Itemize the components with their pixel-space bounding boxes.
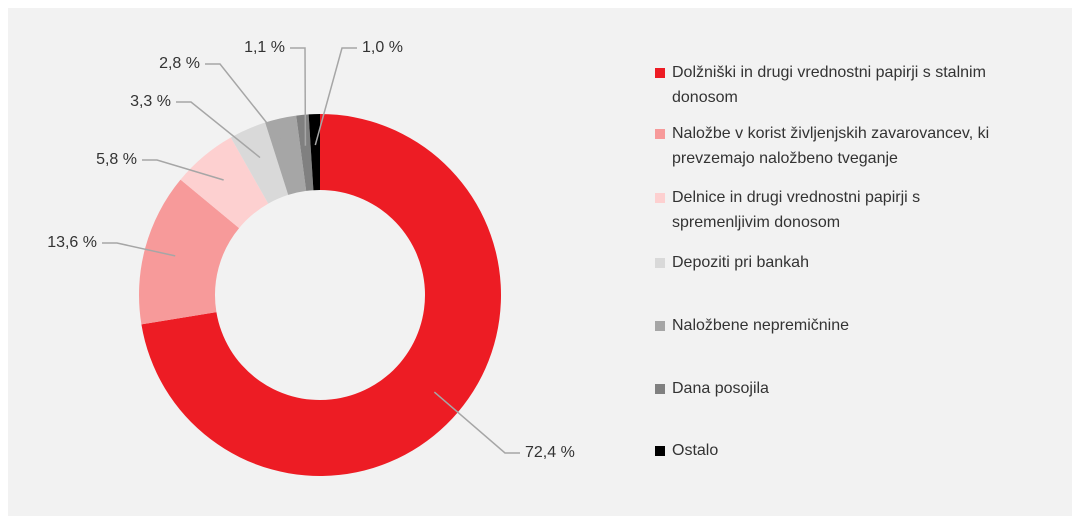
legend-item: Ostalo — [655, 438, 1015, 463]
legend-label: Naložbene nepremičnine — [672, 317, 849, 334]
legend-item: Dolžniški in drugi vrednostni papirji s … — [655, 60, 1015, 110]
legend-label: Dolžniški in drugi vrednostni papirji s … — [672, 64, 986, 106]
donut-slice — [141, 114, 501, 476]
leader-line — [314, 47, 357, 146]
legend-label: Naložbe v korist življenjskih zavarovanc… — [672, 125, 990, 167]
legend-swatch — [655, 68, 665, 78]
legend-item: Naložbe v korist življenjskih zavarovanc… — [655, 121, 1015, 171]
data-label: 1,1 % — [244, 39, 285, 56]
data-label: 1,0 % — [362, 39, 403, 56]
leader-line — [102, 242, 176, 257]
data-label: 2,8 % — [159, 55, 200, 72]
donut-slice — [296, 114, 314, 191]
donut-slice — [265, 115, 307, 195]
data-label: 5,8 % — [96, 151, 137, 168]
data-label: 72,4 % — [525, 444, 575, 461]
leader-line — [433, 391, 520, 454]
legend-label: Ostalo — [672, 442, 719, 459]
leader-line — [176, 101, 261, 159]
data-label: 13,6 % — [47, 234, 97, 251]
legend-item: Naložbene nepremičnine — [655, 313, 1015, 338]
legend-label: Delnice in drugi vrednostni papirji s sp… — [672, 189, 921, 231]
legend-label: Depoziti pri bankah — [672, 254, 809, 271]
data-label: 3,3 % — [130, 93, 171, 110]
leader-line — [205, 63, 288, 150]
legend-item: Delnice in drugi vrednostni papirji s sp… — [655, 185, 1015, 235]
legend-item: Depoziti pri bankah — [655, 250, 1015, 275]
leader-line — [142, 159, 224, 181]
legend-swatch — [655, 446, 665, 456]
donut-slice — [230, 122, 289, 204]
donut-slice — [308, 114, 320, 191]
legend-label: Dana posojila — [672, 380, 769, 397]
legend-swatch — [655, 384, 665, 394]
legend-item: Dana posojila — [655, 376, 1015, 401]
legend-swatch — [655, 321, 665, 331]
legend-swatch — [655, 129, 665, 139]
donut-slice — [139, 179, 240, 325]
donut-slice — [180, 137, 269, 229]
legend-swatch — [655, 258, 665, 268]
legend-swatch — [655, 193, 665, 203]
leader-line — [290, 47, 307, 146]
